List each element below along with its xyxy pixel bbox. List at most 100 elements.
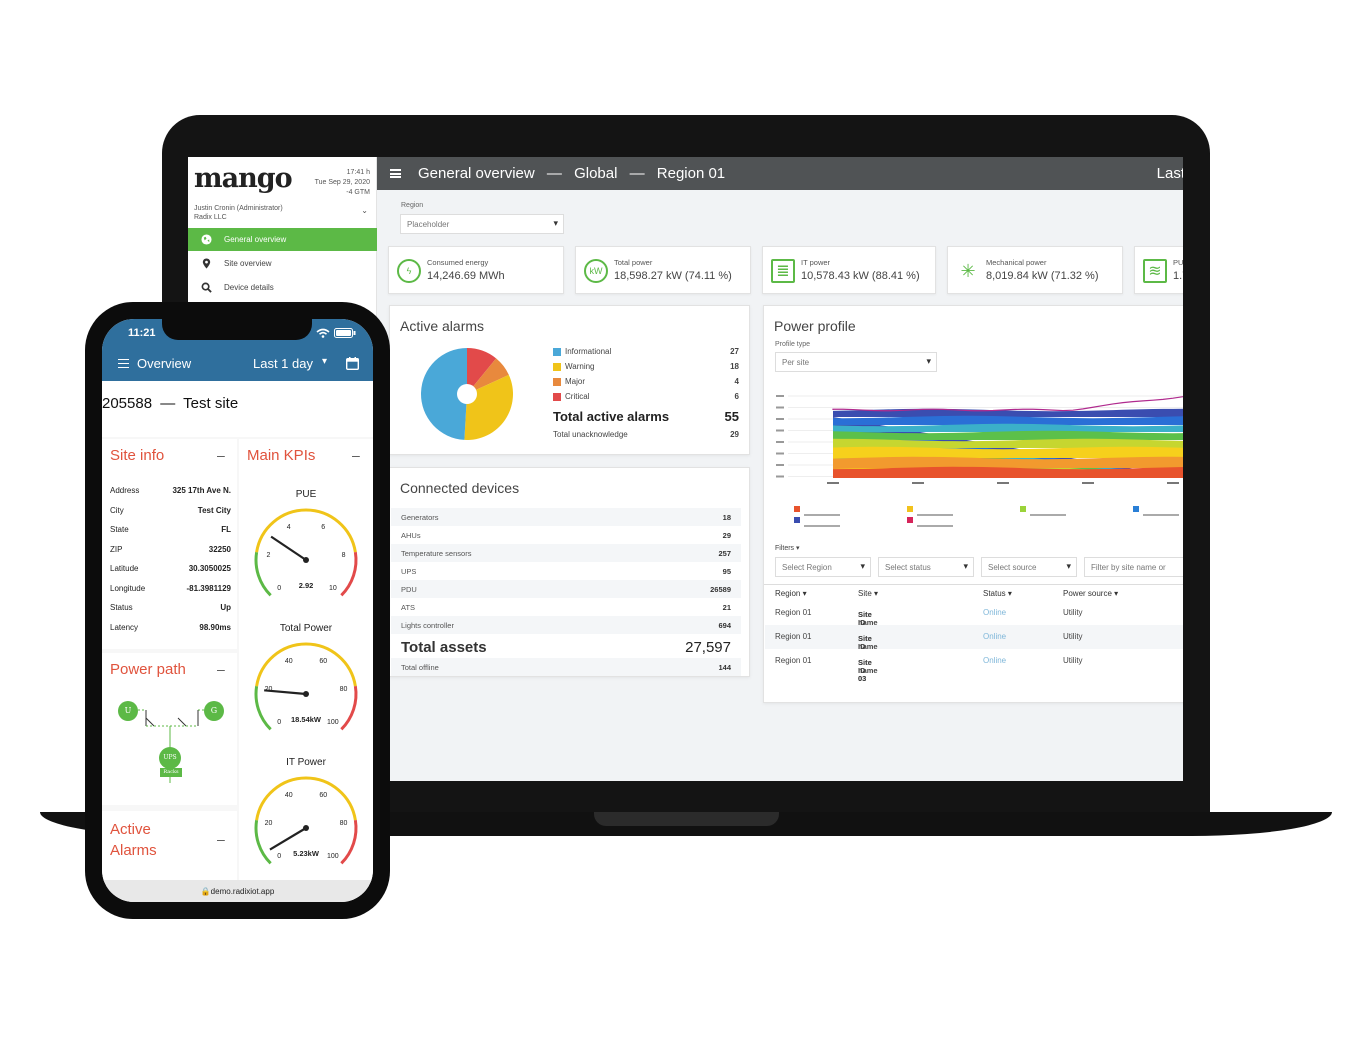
device-row[interactable]: Lights controller 694	[391, 616, 741, 634]
site-info-label: City	[110, 505, 124, 515]
site-info-value: 98.90ms	[199, 622, 231, 632]
device-row[interactable]: PDU 26589	[391, 580, 741, 598]
chart-legend-item[interactable]	[794, 506, 854, 516]
collapse-icon[interactable]: –	[217, 661, 225, 677]
y-tick-label	[776, 418, 784, 420]
area-series[interactable]	[833, 466, 1183, 478]
kpi-consumed-energy[interactable]: ϟ Consumed energy 14,246.69 MWh	[388, 246, 564, 294]
legend-swatch	[553, 362, 561, 371]
pie-slice-critical[interactable]	[467, 348, 497, 394]
breadcrumb-title[interactable]: General overview	[418, 165, 535, 182]
profile-type-label: Profile type	[775, 341, 811, 348]
chart-legend-item[interactable]	[794, 517, 854, 527]
kpi-it-power[interactable]: ≣ IT power 10,578.43 kW (88.41 %)	[762, 246, 936, 294]
server-icon: ≣	[771, 259, 795, 283]
racks-node[interactable]	[160, 768, 182, 777]
chart-legend-item[interactable]	[907, 517, 967, 527]
breadcrumb-global[interactable]: Global	[574, 165, 618, 182]
table-row[interactable]: Region 01 Site ID 03 Site name 03 Online …	[765, 649, 1183, 683]
device-row[interactable]: AHUs 29	[391, 526, 741, 544]
calendar-icon[interactable]	[346, 357, 359, 370]
region-select[interactable]: Placeholder	[400, 214, 564, 234]
device-count: 26589	[710, 584, 731, 594]
top-bar: General overview — Global — Region 01 La…	[377, 157, 1183, 190]
kpi-total-power[interactable]: kW Total power 18,598.27 kW (74.11 %)	[575, 246, 751, 294]
kpi-mechanical-power[interactable]: ✳ Mechanical power 8,019.84 kW (71.32 %)	[947, 246, 1123, 294]
collapse-icon[interactable]: –	[217, 447, 225, 463]
gauge-tick-label: 100	[327, 719, 339, 726]
gauge-needle	[264, 689, 307, 696]
device-label: AHUs	[401, 530, 421, 540]
filter-status-select[interactable]: Select status	[878, 557, 974, 577]
browser-url-bar[interactable]: 🔒demo.radixiot.app	[102, 880, 373, 902]
filters-toggle[interactable]: Filters ▾	[775, 545, 800, 552]
gauge-hub	[303, 691, 309, 697]
devices-list: Generators 18 AHUs 29 Temperature sensors 2…	[390, 508, 751, 638]
collapse-icon[interactable]: –	[352, 447, 360, 463]
collapse-icon[interactable]: –	[217, 831, 225, 847]
chart-legend-item[interactable]	[1133, 506, 1183, 516]
legend-major[interactable]: Major 4	[553, 377, 739, 386]
column-header-region[interactable]: Region ▾	[775, 589, 807, 598]
legend-value: 27	[730, 347, 739, 356]
user-info[interactable]: Justin Cronin (Administrator) Radix LLC	[194, 204, 283, 222]
sidebar-item-label: Device details	[224, 283, 274, 292]
total-power-line[interactable]	[832, 396, 1183, 412]
table-row[interactable]: Region 01 Site ID 02Site name 02 Online …	[765, 625, 1183, 659]
pie-slice-major[interactable]	[467, 358, 509, 394]
y-tick-label	[776, 464, 784, 466]
breadcrumb-region[interactable]: Region 01	[656, 165, 726, 182]
chevron-down-icon[interactable]: ⌄	[361, 206, 368, 215]
kpi-label: Mechanical power	[986, 258, 1047, 267]
y-tick-label	[776, 452, 784, 455]
legend-swatch	[553, 377, 561, 386]
legend-swatch	[1020, 506, 1026, 512]
device-row[interactable]: Generators 18	[391, 508, 741, 526]
column-header-power-source[interactable]: Power source ▾	[1063, 589, 1119, 598]
hamburger-menu-icon[interactable]	[118, 359, 129, 368]
legend-informational[interactable]: Informational 27	[553, 347, 739, 356]
sidebar-item-site-overview[interactable]: Site overview	[188, 252, 377, 275]
caret-down-icon[interactable]: ▾	[322, 356, 328, 367]
clock-tz: -4 GTM	[346, 189, 370, 196]
device-row[interactable]: ATS 21	[391, 598, 741, 616]
filter-site-name-input[interactable]: Filter by site name or	[1084, 557, 1183, 577]
date-range-selector[interactable]: Last	[1156, 165, 1183, 182]
snowflake-icon: ✳	[960, 260, 976, 281]
kpi-pue[interactable]: ≋ PU 1.7	[1134, 246, 1183, 294]
generator-node[interactable]: G	[204, 701, 224, 721]
device-count: 29	[722, 530, 731, 540]
app-logo[interactable]: mango	[194, 163, 293, 194]
filter-source-select[interactable]: Select source	[981, 557, 1077, 577]
filter-region-select[interactable]: Select Region	[775, 557, 871, 577]
sidebar-item-general-overview[interactable]: General overview	[188, 228, 377, 251]
device-row[interactable]: Temperature sensors 257	[391, 544, 741, 562]
gauge-title: Total Power	[279, 623, 333, 634]
active-alarms-panel: Active Alarms –	[102, 811, 237, 881]
cell-region: Region 01	[775, 608, 812, 617]
hamburger-menu-icon[interactable]	[390, 169, 401, 178]
utility-node[interactable]: U	[118, 701, 138, 721]
site-info-label: ZIP	[110, 544, 123, 554]
clock-date: Tue Sep 29, 2020	[314, 179, 370, 186]
wifi-icon	[316, 328, 330, 338]
phone-clock: 11:21	[128, 327, 156, 339]
device-row[interactable]: UPS 95	[391, 562, 741, 580]
column-header-site[interactable]: Site ▾	[858, 589, 879, 598]
site-info-label: Longitude	[110, 583, 146, 593]
profile-type-select[interactable]: Per site	[775, 352, 937, 372]
kpi-value: 14,246.69 MWh	[427, 270, 505, 282]
chart-legend-item[interactable]	[1020, 506, 1080, 516]
y-tick-label	[776, 406, 784, 409]
pie-slice-informational[interactable]	[420, 348, 467, 440]
chart-legend-item[interactable]	[907, 506, 967, 516]
sidebar-item-device-details[interactable]: Device details	[188, 276, 377, 299]
phone-header: Overview Last 1 day ▾	[102, 347, 373, 381]
gauge-title: IT Power	[286, 757, 326, 768]
time-range-select[interactable]: Last 1 day	[253, 356, 313, 371]
legend-critical[interactable]: Critical 6	[553, 392, 739, 401]
legend-warning[interactable]: Warning 18	[553, 362, 739, 371]
ups-node[interactable]: UPS	[159, 747, 181, 769]
column-header-status[interactable]: Status ▾	[983, 589, 1012, 598]
